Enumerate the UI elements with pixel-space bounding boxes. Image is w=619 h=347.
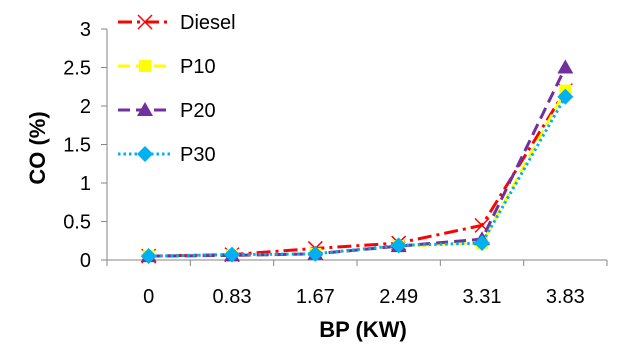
legend-label: P10 — [180, 56, 216, 78]
legend-item-diesel: Diesel — [118, 12, 236, 34]
legend-marker — [139, 60, 151, 72]
y-axis-title: CO (%) — [25, 111, 50, 184]
x-tick-label: 1.67 — [296, 286, 335, 308]
legend-marker — [137, 102, 153, 116]
y-tick-label: 0.5 — [63, 212, 91, 234]
axes — [101, 28, 608, 266]
x-tick-label: 3.83 — [546, 286, 585, 308]
legend: Diesel P10 P20 P30 — [118, 12, 236, 166]
x-tick-label: 0.83 — [213, 286, 252, 308]
x-axis-title: BP (KW) — [319, 317, 407, 342]
legend-label: P20 — [180, 100, 216, 122]
y-tick-label: 1.5 — [63, 135, 91, 157]
data-point — [140, 248, 157, 265]
legend-item-p20: P20 — [118, 100, 216, 122]
legend-marker — [137, 14, 153, 30]
legend-label: P30 — [180, 144, 216, 166]
legend-item-p30: P30 — [118, 144, 216, 166]
data-point — [474, 235, 490, 252]
data-point — [390, 237, 407, 254]
tick-labels: 0 0.5 1 1.5 2 2.5 3 0 0.83 1.67 2.49 3.31 3.83 — [63, 19, 585, 308]
y-tick-label: 2.5 — [63, 58, 91, 80]
legend-marker — [137, 146, 153, 162]
x-tick-label: 0 — [143, 286, 154, 308]
data-point — [224, 246, 240, 263]
legend-item-p10: P10 — [118, 56, 216, 78]
data-point — [557, 88, 574, 105]
x-tick-label: 3.31 — [463, 286, 502, 308]
y-tick-label: 2 — [80, 96, 91, 118]
x-tick-label: 2.49 — [379, 286, 418, 308]
y-tick-label: 1 — [80, 173, 91, 195]
y-tick-label: 3 — [80, 19, 91, 41]
series-p30 — [140, 88, 574, 265]
series-line — [148, 66, 567, 258]
data-point — [307, 245, 324, 262]
y-tick-label: 0 — [80, 250, 91, 272]
data-point — [557, 59, 574, 74]
legend-label: Diesel — [180, 12, 236, 34]
series-group — [140, 59, 574, 265]
series-line — [148, 89, 567, 258]
